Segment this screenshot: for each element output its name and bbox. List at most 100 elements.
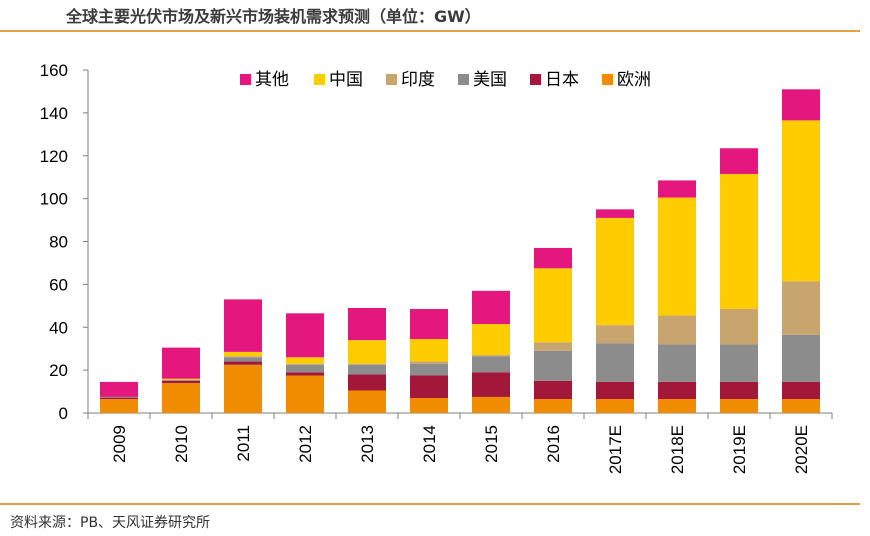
- bar-segment-europe: [348, 390, 386, 413]
- legend-swatch-europe: [602, 74, 613, 85]
- bar-stack-2009: [100, 381, 138, 413]
- bar-segment-china: [286, 357, 324, 364]
- x-tick-label: 2019E: [730, 425, 749, 474]
- bar-segment-usa: [224, 357, 262, 362]
- bar-segment-india: [472, 355, 510, 357]
- bar-segment-europe: [410, 397, 448, 413]
- bar-segment-europe: [658, 399, 696, 413]
- y-tick-label: 20: [49, 361, 68, 380]
- legend-label-europe: 欧洲: [617, 70, 651, 90]
- bar-segment-other: [100, 381, 138, 397]
- bar-segment-usa: [410, 363, 448, 376]
- bar-stack-2012: [286, 313, 324, 413]
- bar-segment-europe: [720, 399, 758, 413]
- bar-segment-india: [658, 315, 696, 345]
- bar-segment-india: [286, 363, 324, 365]
- x-tick-label: 2010: [172, 425, 191, 463]
- bar-segment-europe: [162, 382, 200, 413]
- x-tick-label: 2015: [482, 425, 501, 463]
- bar-segment-china: [782, 120, 820, 282]
- legend-swatch-china: [314, 74, 325, 85]
- y-axis: 0 20 40 60 80 100 120 140 160: [40, 61, 89, 423]
- bar-stack-2016: [534, 247, 572, 413]
- bar-segment-other: [224, 299, 262, 352]
- bar-segment-europe: [782, 399, 820, 413]
- bar-segment-usa: [658, 344, 696, 382]
- bars-layer: [100, 89, 820, 413]
- y-tick-label: 40: [49, 318, 68, 337]
- title-divider: [0, 30, 860, 32]
- bar-segment-usa: [348, 364, 386, 375]
- bar-segment-japan: [720, 381, 758, 400]
- legend-swatch-other: [240, 74, 251, 85]
- bar-segment-other: [596, 209, 634, 218]
- bar-stack-2014: [410, 309, 448, 413]
- y-tick-label: 0: [59, 404, 68, 423]
- bar-stack-2020E: [782, 89, 820, 413]
- y-tick-label: 80: [49, 233, 68, 252]
- bar-segment-japan: [534, 380, 572, 400]
- bar-segment-other: [534, 247, 572, 269]
- y-tick-label: 120: [40, 147, 68, 166]
- bar-segment-other: [410, 309, 448, 340]
- bar-segment-china: [162, 378, 200, 380]
- legend-label-china: 中国: [329, 70, 363, 90]
- bar-segment-usa: [782, 334, 820, 382]
- bar-segment-europe: [596, 399, 634, 413]
- bar-segment-japan: [782, 381, 820, 400]
- bar-segment-usa: [534, 350, 572, 381]
- legend: 其他 中国 印度 美国 日本 欧洲: [240, 70, 651, 90]
- bar-segment-china: [224, 351, 262, 357]
- bar-segment-japan: [410, 375, 448, 398]
- source-note: 资料来源：PB、天风证券研究所: [10, 515, 211, 531]
- bar-segment-india: [348, 363, 386, 365]
- bar-segment-europe: [224, 364, 262, 413]
- bar-segment-usa: [472, 356, 510, 373]
- bar-stack-2015: [472, 290, 510, 413]
- bar-segment-china: [410, 339, 448, 362]
- x-tick-label: 2013: [358, 425, 377, 463]
- bar-segment-japan: [596, 381, 634, 400]
- bar-segment-india: [596, 325, 634, 344]
- bar-segment-japan: [224, 361, 262, 365]
- bar-segment-india: [410, 361, 448, 364]
- x-tick-label: 2017E: [606, 425, 625, 474]
- bar-segment-china: [596, 217, 634, 326]
- bar-stack-2019E: [720, 148, 758, 413]
- legend-label-india: 印度: [401, 70, 435, 90]
- x-tick-label: 2012: [296, 425, 315, 463]
- y-tick-label: 100: [40, 190, 68, 209]
- x-tick-label: 2018E: [668, 425, 687, 474]
- bar-segment-other: [782, 89, 820, 121]
- bar-segment-other: [472, 290, 510, 325]
- bar-segment-china: [472, 324, 510, 356]
- x-tick-label: 2020E: [792, 425, 811, 474]
- x-tick-label: 2009: [110, 425, 129, 463]
- bar-segment-other: [720, 148, 758, 174]
- bar-segment-india: [720, 309, 758, 345]
- x-axis: 2009 2010 2011 2012 2013 2014 2015 2016 2017E 201…: [87, 412, 833, 474]
- bar-segment-usa: [720, 344, 758, 382]
- chart-title: 全球主要光伏市场及新兴市场装机需求预测（单位：GW）: [66, 7, 481, 26]
- bar-segment-usa: [286, 364, 324, 373]
- bar-segment-usa: [162, 379, 200, 381]
- footer-divider: [0, 503, 860, 505]
- bar-segment-usa: [596, 343, 634, 382]
- bar-segment-other: [658, 180, 696, 198]
- legend-label-japan: 日本: [545, 70, 579, 90]
- x-tick-label: 2016: [544, 425, 563, 463]
- bar-stack-2011: [224, 299, 262, 413]
- legend-label-usa: 美国: [473, 70, 507, 90]
- bar-segment-india: [782, 281, 820, 335]
- bar-segment-europe: [286, 375, 324, 413]
- y-tick-label: 160: [40, 61, 68, 80]
- bar-segment-other: [348, 307, 386, 341]
- y-tick-label: 140: [40, 104, 68, 123]
- bar-segment-japan: [162, 380, 200, 383]
- bar-stack-2013: [348, 307, 386, 413]
- bar-segment-europe: [100, 399, 138, 413]
- y-tick-label: 60: [49, 275, 68, 294]
- bar-segment-other: [286, 313, 324, 358]
- bar-segment-india: [534, 342, 572, 351]
